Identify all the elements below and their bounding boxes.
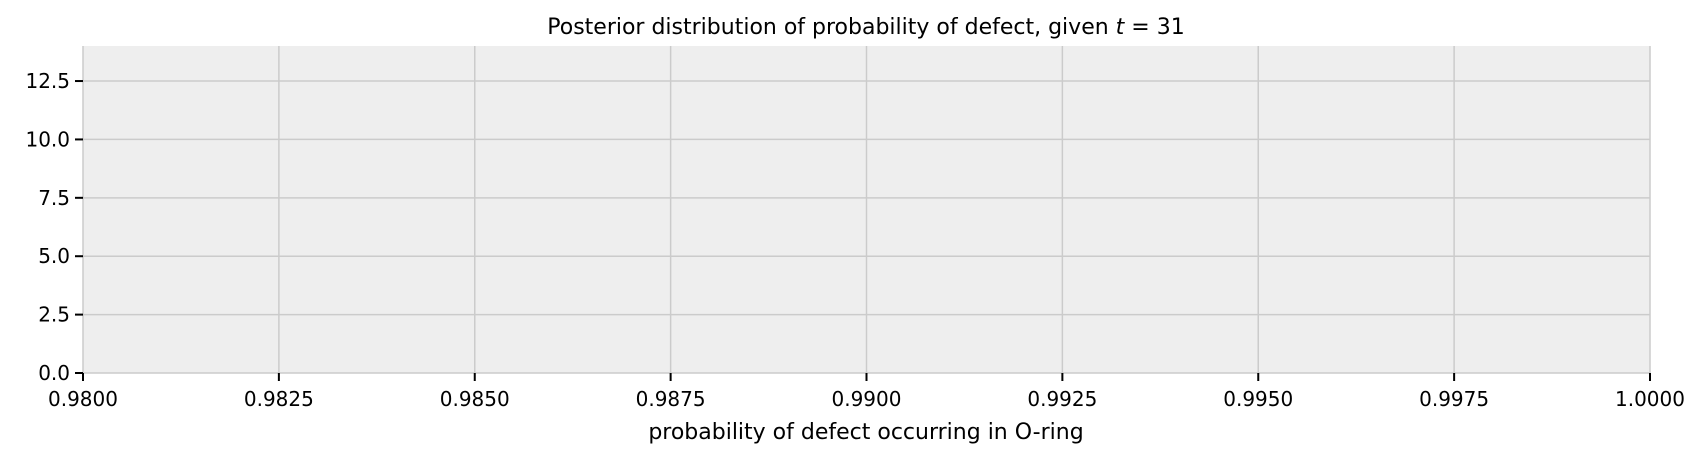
x-tick-label: 0.9950 (1223, 387, 1293, 411)
x-tick-label: 0.9800 (48, 387, 118, 411)
y-tick-label: 5.0 (38, 244, 70, 268)
y-tick-label: 12.5 (25, 69, 70, 93)
x-tick-label: 0.9825 (244, 387, 314, 411)
y-tick-label: 10.0 (25, 127, 70, 151)
x-tick-label: 0.9925 (1027, 387, 1097, 411)
x-tick-label: 1.0000 (1615, 387, 1685, 411)
y-tick-label: 7.5 (38, 186, 70, 210)
y-tick-label: 2.5 (38, 303, 70, 327)
x-axis-label: probability of defect occurring in O-rin… (648, 420, 1083, 445)
x-tick-label: 0.9975 (1419, 387, 1489, 411)
x-tick-label: 0.9875 (636, 387, 706, 411)
chart-title: Posterior distribution of probability of… (547, 15, 1184, 40)
y-tick-label: 0.0 (38, 361, 70, 385)
x-tick-label: 0.9850 (440, 387, 510, 411)
axis-layer: 0.9800 0.9825 0.9850 0.9875 0.9900 0.9925 0.99… (25, 69, 1685, 411)
x-tick-label: 0.9900 (832, 387, 902, 411)
